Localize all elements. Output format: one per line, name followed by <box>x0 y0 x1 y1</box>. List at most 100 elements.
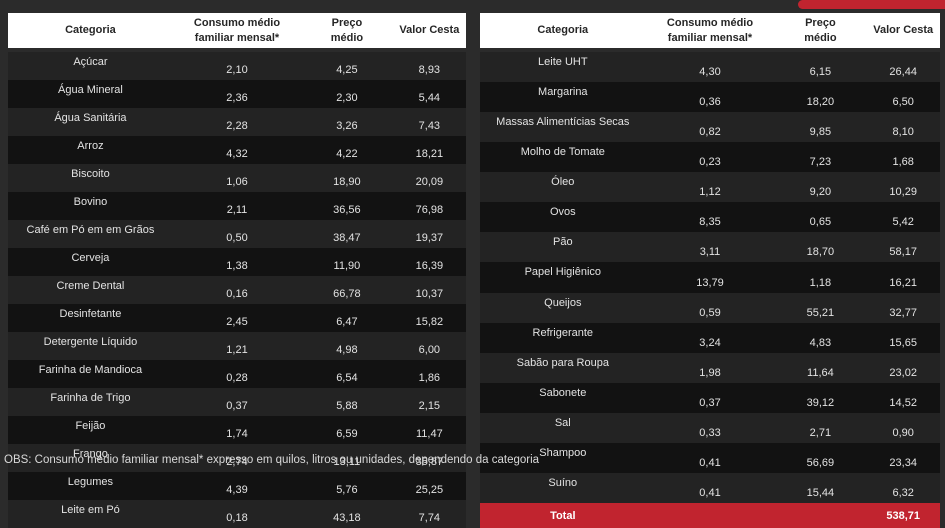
value-cell: 5,42 <box>892 216 914 229</box>
value-cell: 2,45 <box>226 316 248 328</box>
value-cell: 0,50 <box>226 232 248 244</box>
category-cell: Café em Pó em em Grãos <box>26 224 155 236</box>
table-row: Açúcar 2,10 4,25 8,93 <box>8 50 466 80</box>
value-cell: 23,02 <box>889 366 917 379</box>
table-row: Papel Higiênico 13,79 1,18 16,21 <box>480 262 940 293</box>
value-cell: 9,20 <box>809 186 832 199</box>
table-row: Feijão 1,74 6,59 11,47 <box>8 416 466 444</box>
value-cell: 32,77 <box>889 306 917 319</box>
table-row: Bovino 2,11 36,56 76,98 <box>8 192 466 220</box>
value-cell: 2,71 <box>809 426 832 439</box>
category-cell: Sabonete <box>539 386 587 399</box>
category-cell: Legumes <box>67 476 114 488</box>
table-row: Desinfetante 2,45 6,47 15,82 <box>8 304 466 332</box>
category-cell: Feijão <box>75 420 106 432</box>
value-cell: 4,22 <box>336 148 358 160</box>
value-cell: 0,36 <box>699 96 721 109</box>
value-cell: 0,28 <box>226 372 248 384</box>
table-header: Categoria Consumo médio familiar mensal*… <box>480 13 940 52</box>
table-row: Água Mineral 2,36 2,30 5,44 <box>8 80 466 108</box>
category-cell: Cerveja <box>71 252 110 264</box>
value-cell: 15,44 <box>806 487 835 499</box>
category-cell: Leite UHT <box>538 56 588 68</box>
table-row: Farinha de Mandioca 0,28 6,54 1,86 <box>8 360 466 388</box>
value-cell: 1,38 <box>226 260 248 272</box>
category-cell: Água Sanitária <box>54 112 127 124</box>
value-cell: 0,37 <box>226 400 248 412</box>
value-cell: 2,10 <box>226 64 248 76</box>
value-cell: 4,98 <box>336 344 358 356</box>
category-cell: Biscoito <box>71 168 110 180</box>
table-row: Detergente Líquido 1,21 4,98 6,00 <box>8 332 466 360</box>
value-cell: 43,18 <box>333 512 361 524</box>
category-cell: Margarina <box>538 86 588 99</box>
value-cell: 15,82 <box>415 316 444 328</box>
total-empty-cell <box>774 503 866 528</box>
category-cell: Farinha de Mandioca <box>38 364 143 376</box>
table-row: Creme Dental 0,16 66,78 10,37 <box>8 276 466 304</box>
column-header-valor: Valor Cesta <box>866 13 940 52</box>
table-header: Categoria Consumo médio familiar mensal*… <box>8 13 466 52</box>
value-cell: 2,15 <box>418 400 441 412</box>
value-cell: 10,29 <box>889 186 917 199</box>
table-row: Leite UHT 4,30 6,15 26,44 <box>480 50 940 83</box>
value-cell: 4,30 <box>699 66 721 79</box>
value-cell: 8,35 <box>699 216 721 229</box>
category-cell: Sal <box>554 416 571 429</box>
value-cell: 13,11 <box>333 456 361 468</box>
table-row: Leite em Pó 0,18 43,18 7,74 <box>8 500 466 528</box>
table-row: Sal 0,33 2,71 0,90 <box>480 412 940 443</box>
value-cell: 58,17 <box>889 246 917 259</box>
table-row: Biscoito 1,06 18,90 20,09 <box>8 164 466 192</box>
value-cell: 35,87 <box>415 456 444 468</box>
value-cell: 0,59 <box>699 306 721 319</box>
value-cell: 5,76 <box>336 484 358 496</box>
value-cell: 16,39 <box>415 260 444 272</box>
value-cell: 18,21 <box>415 148 444 160</box>
value-cell: 2,28 <box>226 120 248 132</box>
category-cell: Óleo <box>551 176 575 189</box>
value-cell: 1,21 <box>226 344 248 356</box>
value-cell: 6,15 <box>809 66 832 79</box>
value-cell: 11,90 <box>333 260 361 272</box>
category-cell: Molho de Tomate <box>520 146 605 159</box>
value-cell: 18,20 <box>806 96 835 109</box>
value-cell: 11,64 <box>807 366 834 379</box>
value-cell: 38,47 <box>333 232 361 244</box>
value-cell: 1,12 <box>699 186 721 199</box>
value-cell: 7,74 <box>418 512 441 524</box>
category-cell: Açúcar <box>73 56 108 68</box>
category-cell: Bovino <box>73 196 108 208</box>
column-header-preco: Preço médio <box>301 13 393 52</box>
basket-table-left: Categoria Consumo médio familiar mensal*… <box>8 13 466 528</box>
table-row: Óleo 1,12 9,20 10,29 <box>480 172 940 203</box>
table-row: Cerveja 1,38 11,90 16,39 <box>8 248 466 276</box>
value-cell: 0,41 <box>699 456 721 469</box>
total-value: 538,71 <box>886 509 921 522</box>
value-cell: 16,21 <box>889 276 917 289</box>
column-header-categoria: Categoria <box>8 13 173 52</box>
value-cell: 18,70 <box>806 246 835 259</box>
value-cell: 0,65 <box>809 216 832 229</box>
value-cell: 0,37 <box>699 396 721 409</box>
category-cell: Refrigerante <box>532 326 594 339</box>
table-row: Pão 3,11 18,70 58,17 <box>480 232 940 263</box>
obs-footnote: OBS: Consumo médio familiar mensal* expr… <box>4 454 540 466</box>
value-cell: 7,23 <box>809 156 832 169</box>
value-cell: 55,21 <box>806 306 835 319</box>
table-row: Farinha de Trigo 0,37 5,88 2,15 <box>8 388 466 416</box>
value-cell: 66,78 <box>333 288 361 300</box>
table-row: Refrigerante 3,24 4,83 15,65 <box>480 322 940 353</box>
value-cell: 23,34 <box>889 456 917 469</box>
value-cell: 6,00 <box>418 344 441 356</box>
table-row: Massas Alimentícias Secas 0,82 9,85 8,10 <box>480 112 940 143</box>
table-row: Arroz 4,32 4,22 18,21 <box>8 136 466 164</box>
value-cell: 20,09 <box>415 176 444 188</box>
table-row: Suíno 0,41 15,44 6,32 <box>480 472 940 503</box>
value-cell: 0,82 <box>699 126 721 139</box>
value-cell: 0,90 <box>892 426 914 439</box>
value-cell: 76,98 <box>415 204 444 216</box>
value-cell: 6,59 <box>336 428 358 440</box>
value-cell: 1,68 <box>892 156 914 169</box>
value-cell: 19,37 <box>415 232 444 244</box>
